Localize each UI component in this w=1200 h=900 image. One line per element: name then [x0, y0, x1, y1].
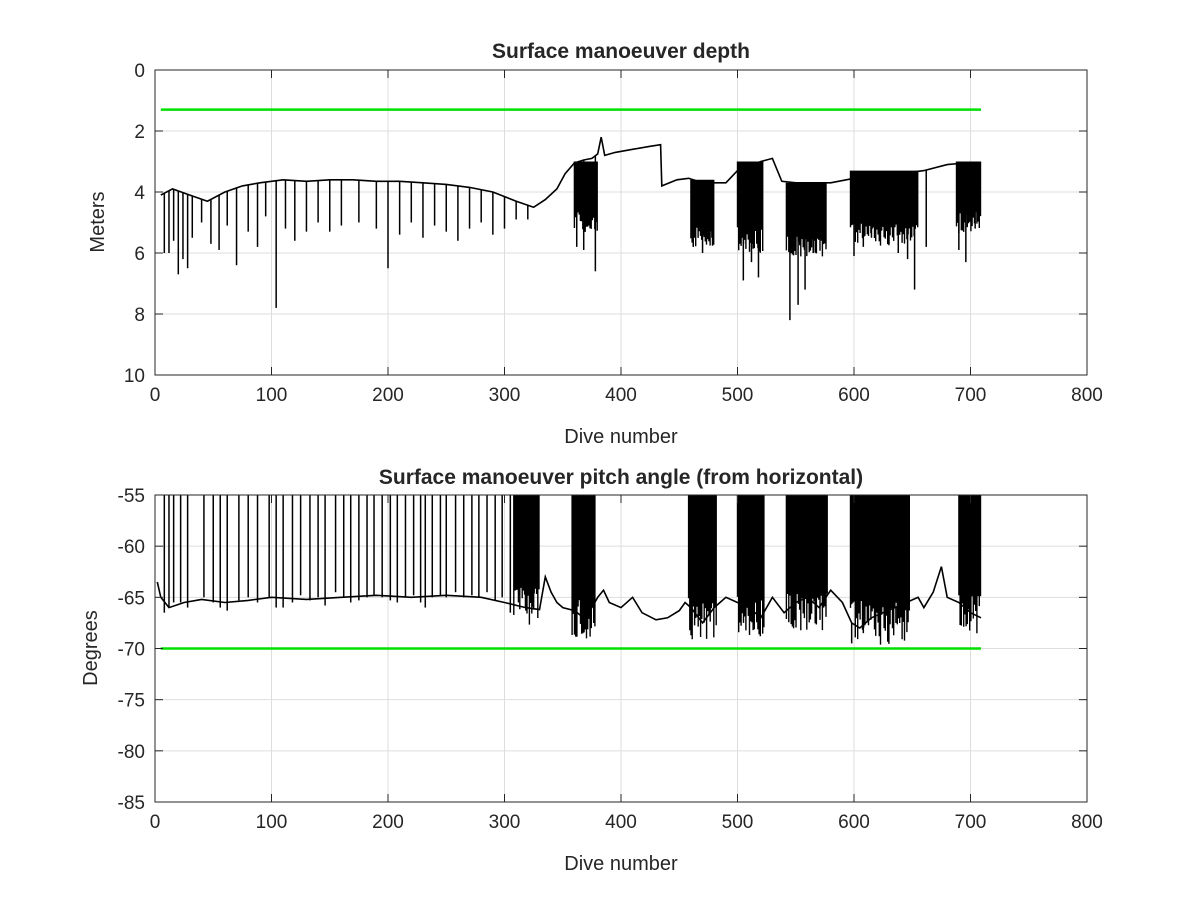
depth-series — [160, 108, 982, 321]
pitch-x-tick-label: 0 — [150, 812, 161, 833]
depth-dense-band — [849, 170, 919, 246]
depth-y-tick-label: 10 — [124, 366, 145, 387]
pitch-y-tick-label: -60 — [118, 537, 145, 558]
depth-y-tick-label: 6 — [134, 244, 145, 265]
depth-x-tick-label: 200 — [372, 385, 404, 406]
pitch-y-tick-label: -55 — [118, 486, 145, 507]
depth-x-tick-label: 0 — [150, 385, 161, 406]
pitch-x-tick-label: 700 — [955, 812, 987, 833]
depth-x-tick-label: 500 — [722, 385, 754, 406]
pitch-x-tick-label: 500 — [722, 812, 754, 833]
pitch-x-tick-label: 300 — [489, 812, 521, 833]
depth-data-layer — [160, 108, 982, 321]
depth-x-tick-label: 100 — [256, 385, 288, 406]
depth-y-tick-label: 0 — [134, 61, 145, 82]
pitch-x-tick-label: 600 — [838, 812, 870, 833]
pitch-x-tick-label: 800 — [1071, 812, 1103, 833]
depth-y-tick-label: 4 — [134, 183, 145, 204]
pitch-x-tick-label: 400 — [605, 812, 637, 833]
pitch-dense-band — [571, 495, 596, 639]
depth-dense-band — [785, 182, 827, 257]
depth-chart-title: Surface manoeuver depth — [492, 40, 750, 63]
pitch-data-layer — [156, 495, 982, 650]
pitch-ticks: 0 100 200 300 400 500 600 700 800 -55 -60 -65 -70 -75… — [118, 486, 1103, 833]
depth-trace-line — [160, 136, 982, 209]
depth-subplot: 0 100 200 300 400 500 600 700 800 0 2 4 6 8 10 Surface… — [87, 40, 1103, 448]
pitch-dense-band — [958, 495, 982, 634]
pitch-y-tick-label: -65 — [118, 588, 145, 609]
pitch-x-axis-label: Dive number — [564, 853, 678, 875]
pitch-x-tick-label: 200 — [372, 812, 404, 833]
pitch-dense-band — [687, 495, 717, 640]
pitch-y-tick-label: -85 — [118, 793, 145, 814]
depth-x-tick-label: 400 — [605, 385, 637, 406]
depth-x-axis-label: Dive number — [564, 426, 678, 448]
pitch-y-tick-label: -70 — [118, 640, 145, 661]
depth-x-tick-label: 800 — [1071, 385, 1103, 406]
depth-x-tick-label: 600 — [838, 385, 870, 406]
pitch-series — [156, 495, 982, 650]
pitch-y-axis-label: Degrees — [80, 610, 102, 686]
depth-y-axis-label: Meters — [87, 191, 109, 252]
pitch-trace-line — [156, 566, 982, 629]
pitch-dense-band — [736, 495, 765, 637]
depth-x-tick-label: 300 — [489, 385, 521, 406]
pitch-dense-band — [785, 495, 828, 631]
pitch-y-tick-label: -75 — [118, 691, 145, 712]
pitch-subplot: 0 100 200 300 400 500 600 700 800 -55 -60 -65 -70 -75… — [80, 466, 1103, 875]
pitch-x-tick-label: 100 — [256, 812, 288, 833]
depth-x-tick-label: 700 — [955, 385, 987, 406]
pitch-chart-title: Surface manoeuver pitch angle (from hori… — [379, 466, 863, 489]
depth-y-tick-label: 2 — [134, 122, 145, 143]
pitch-y-tick-label: -80 — [118, 742, 145, 763]
depth-ticks: 0 100 200 300 400 500 600 700 800 0 2 4 6 8 10 — [124, 61, 1103, 406]
depth-y-tick-label: 8 — [134, 305, 145, 326]
pitch-dense-band — [849, 495, 910, 645]
